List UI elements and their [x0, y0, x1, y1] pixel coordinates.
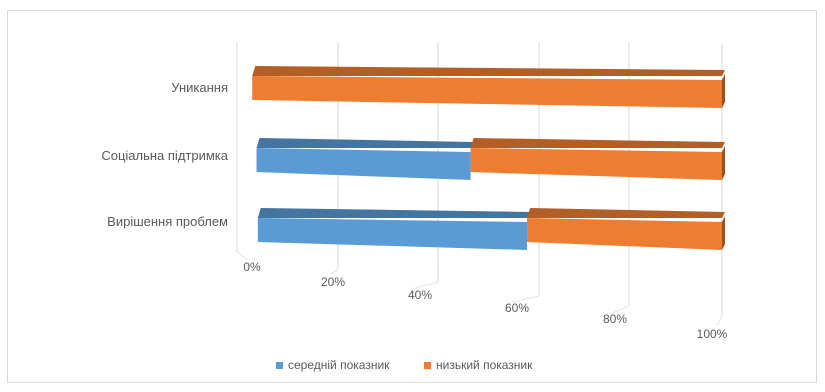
category-label: Уникання — [171, 80, 228, 95]
legend-label: низький показник — [436, 358, 533, 372]
bar-top-1-2 — [527, 208, 725, 218]
bar-segment — [256, 148, 471, 180]
bar-segment — [257, 218, 528, 250]
x-tick-label: 60% — [505, 301, 529, 315]
legend-swatch — [424, 362, 431, 369]
bar-top-1-1 — [470, 138, 725, 148]
bar-top-0-1 — [256, 138, 474, 148]
gridline-floor — [329, 269, 339, 275]
x-tick-label: 0% — [243, 260, 261, 274]
bar-end-cap — [722, 74, 725, 108]
category-labels: Уникання Соціальна підтримка Вирішення про… — [101, 80, 228, 229]
gridline-floor — [511, 295, 540, 303]
bar-segment — [252, 76, 722, 108]
bar-top-0-2 — [257, 208, 531, 218]
tick-labels: 0% 20% 40% 60% 80% 100% — [243, 260, 727, 341]
bar-segment — [470, 148, 722, 180]
category-label: Соціальна підтримка — [101, 148, 228, 163]
x-tick-label: 40% — [408, 288, 432, 302]
gridline-floor — [609, 305, 630, 315]
gridline-floor — [716, 315, 723, 327]
legend-label: середній показник — [288, 358, 390, 372]
bar-end-cap — [722, 146, 725, 180]
bar-segment — [527, 218, 722, 250]
gridline-floor — [414, 281, 439, 289]
x-tick-label: 20% — [321, 275, 345, 289]
bars — [252, 66, 725, 250]
x-tick-label: 80% — [603, 312, 627, 326]
bar-end-cap — [722, 216, 725, 250]
bar-top-1-0 — [252, 66, 725, 76]
category-label: Вирішення проблем — [107, 214, 228, 229]
legend-swatch — [276, 362, 283, 369]
legend: середній показник низький показник — [276, 358, 533, 372]
x-tick-label: 100% — [697, 327, 728, 341]
gridline-floor — [236, 251, 249, 261]
